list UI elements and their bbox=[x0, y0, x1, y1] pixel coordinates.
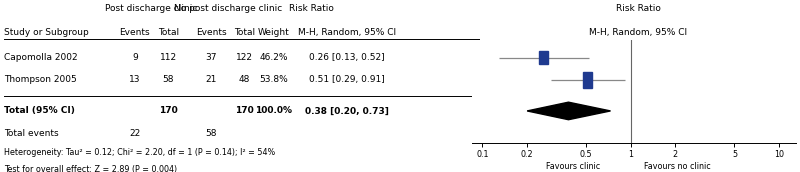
Text: 170: 170 bbox=[159, 106, 178, 115]
Text: 122: 122 bbox=[236, 53, 253, 62]
Text: Weight: Weight bbox=[258, 28, 290, 37]
Text: 0.51 [0.29, 0.91]: 0.51 [0.29, 0.91] bbox=[309, 76, 385, 84]
Polygon shape bbox=[527, 102, 610, 120]
Text: 9: 9 bbox=[132, 53, 138, 62]
Text: Risk Ratio: Risk Ratio bbox=[615, 4, 661, 13]
Text: Favours no clinic: Favours no clinic bbox=[643, 162, 710, 171]
Text: Favours clinic: Favours clinic bbox=[546, 162, 600, 171]
Text: 48: 48 bbox=[238, 76, 250, 84]
Text: 46.2%: 46.2% bbox=[260, 53, 288, 62]
Text: 58: 58 bbox=[162, 76, 174, 84]
Text: 22: 22 bbox=[130, 129, 141, 138]
Text: 0.38 [0.20, 0.73]: 0.38 [0.20, 0.73] bbox=[305, 106, 389, 115]
Text: No post discharge clinic: No post discharge clinic bbox=[174, 4, 282, 13]
Text: 37: 37 bbox=[206, 53, 217, 62]
Text: 13: 13 bbox=[129, 76, 141, 84]
Text: 21: 21 bbox=[206, 76, 217, 84]
Text: Study or Subgroup: Study or Subgroup bbox=[5, 28, 90, 37]
Polygon shape bbox=[539, 51, 548, 64]
Text: Total: Total bbox=[158, 28, 178, 37]
Text: Total events: Total events bbox=[5, 129, 59, 138]
Text: 170: 170 bbox=[235, 106, 254, 115]
Text: Heterogeneity: Tau² = 0.12; Chi² = 2.20, df = 1 (P = 0.14); I² = 54%: Heterogeneity: Tau² = 0.12; Chi² = 2.20,… bbox=[5, 148, 276, 157]
Text: Risk Ratio: Risk Ratio bbox=[289, 4, 334, 13]
Polygon shape bbox=[582, 72, 592, 88]
Text: Capomolla 2002: Capomolla 2002 bbox=[5, 53, 78, 62]
Text: Events: Events bbox=[119, 28, 150, 37]
Text: 58: 58 bbox=[206, 129, 217, 138]
Text: M-H, Random, 95% CI: M-H, Random, 95% CI bbox=[589, 28, 687, 37]
Text: Total (95% CI): Total (95% CI) bbox=[5, 106, 75, 115]
Text: 112: 112 bbox=[160, 53, 177, 62]
Text: 0.26 [0.13, 0.52]: 0.26 [0.13, 0.52] bbox=[309, 53, 385, 62]
Text: Events: Events bbox=[196, 28, 226, 37]
Text: Test for overall effect: Z = 2.89 (P = 0.004): Test for overall effect: Z = 2.89 (P = 0… bbox=[5, 165, 178, 172]
Text: 100.0%: 100.0% bbox=[255, 106, 292, 115]
Text: Thompson 2005: Thompson 2005 bbox=[5, 76, 78, 84]
Text: Post discharge clinic: Post discharge clinic bbox=[106, 4, 198, 13]
Text: Total: Total bbox=[234, 28, 255, 37]
Text: M-H, Random, 95% CI: M-H, Random, 95% CI bbox=[298, 28, 396, 37]
Text: 53.8%: 53.8% bbox=[259, 76, 288, 84]
